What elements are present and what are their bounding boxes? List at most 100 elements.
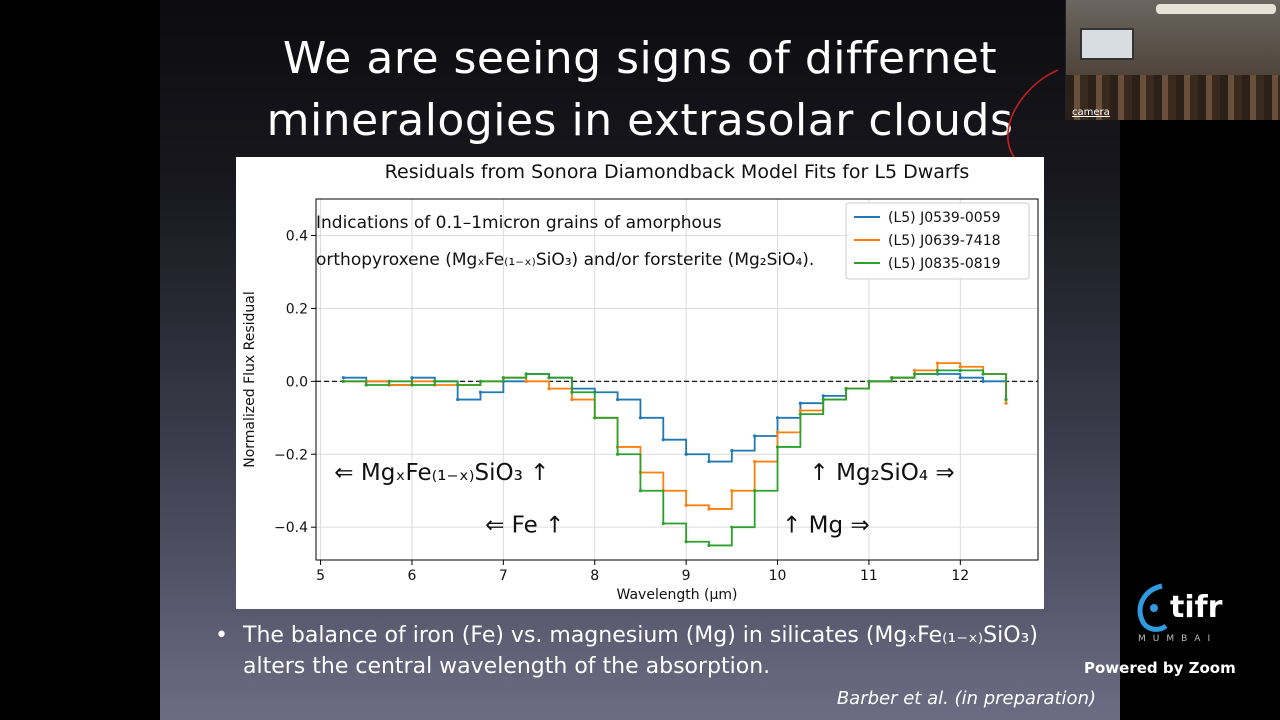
slide-title: We are seeing signs of differnet mineral… [160, 28, 1120, 152]
presentation-slide: We are seeing signs of differnet mineral… [160, 0, 1120, 720]
ceiling-light [1156, 4, 1276, 14]
series-3-point [935, 368, 940, 372]
x-tick-label: 10 [769, 568, 787, 584]
series-3-point [867, 379, 871, 383]
series-line-3 [343, 369, 1007, 547]
series-1-point [753, 434, 757, 438]
x-tick-label: 7 [499, 568, 508, 584]
series-3-point [524, 372, 528, 376]
series-3-point [753, 489, 757, 493]
x-tick-label: 11 [860, 568, 878, 584]
series-1-point [981, 379, 985, 383]
y-axis-label: Normalized Flux Residual [242, 291, 258, 468]
series-3-point [890, 376, 894, 380]
projector-screen [1080, 28, 1134, 60]
residuals-chart: Residuals from Sonora Diamondback Model … [236, 157, 1044, 609]
series-3-point [593, 416, 597, 420]
tifr-logo-subtext: MUMBAI [1138, 634, 1218, 644]
series-2-point [1004, 401, 1008, 405]
series-1-point [730, 449, 734, 453]
legend-label-2: (L5) J0639-7418 [888, 233, 1001, 249]
series-line-1 [343, 373, 1007, 463]
camera-video-panel[interactable]: camera [1065, 0, 1280, 120]
powered-by-zoom-label: Powered by Zoom [1084, 659, 1236, 677]
x-tick-label: 8 [590, 568, 599, 584]
chart-annotation: ↑ Mg₂SiO₄ ⇒ [810, 460, 955, 486]
series-line-2 [343, 362, 1007, 510]
series-3-point [341, 379, 346, 383]
slide-title-line1: We are seeing signs of differnet [282, 33, 998, 84]
chart-note-line2: orthopyroxene (MgₓFe₍₁₋ₓ₎SiO₃) and/or fo… [316, 250, 814, 270]
series-2-point [707, 507, 711, 511]
citation-text: Barber et al. (in preparation) [836, 688, 1096, 709]
series-2-point [753, 459, 757, 464]
tifr-logo-text: tifr [1170, 590, 1223, 625]
series-2-point [775, 430, 780, 434]
series-1-point [775, 416, 780, 420]
series-1-point [478, 390, 483, 394]
x-axis-label: Wavelength (μm) [617, 587, 738, 603]
series-3-point [958, 368, 962, 372]
chart-title: Residuals from Sonora Diamondback Model … [385, 161, 970, 183]
y-tick-label: 0.2 [286, 301, 308, 317]
series-3-point [387, 379, 391, 383]
chart-annotation: ⇐ Fe ↑ [485, 513, 564, 539]
series-1-point [410, 376, 414, 380]
y-tick-label: −0.4 [274, 520, 308, 536]
series-3-point [844, 387, 848, 391]
series-2-point [730, 489, 734, 493]
series-3-point [661, 521, 665, 526]
legend-label-1: (L5) J0539-0059 [888, 210, 1001, 226]
series-1-point [798, 401, 802, 405]
chart-note-line1: Indications of 0.1–1micron grains of amo… [316, 213, 722, 233]
camera-label: camera [1072, 107, 1110, 118]
y-tick-label: −0.2 [274, 447, 308, 463]
x-tick-label: 9 [682, 568, 691, 584]
series-2-point [798, 408, 802, 413]
series-3-point [707, 543, 711, 548]
series-1-point [821, 394, 825, 398]
x-tick-label: 6 [408, 568, 417, 584]
series-2-point [524, 379, 528, 383]
chart-annotation: ↑ Mg ⇒ [782, 513, 870, 539]
series-3-point [775, 445, 780, 449]
series-3-point [730, 525, 734, 529]
series-3-point [684, 540, 688, 544]
series-3-point [615, 452, 620, 456]
series-1-point [615, 397, 620, 402]
series-3-point [638, 489, 643, 493]
series-3-point [913, 372, 917, 376]
series-2-point [935, 361, 940, 365]
series-3-point [478, 379, 483, 383]
bullet-text: The balance of iron (Fe) vs. magnesium (… [243, 623, 1038, 679]
plot-frame [315, 198, 1039, 561]
series-3-point [456, 383, 460, 387]
x-tick-label: 12 [951, 568, 969, 584]
y-tick-label: 0.4 [286, 228, 308, 244]
y-tick-label: 0.0 [286, 374, 308, 390]
series-3-point [981, 372, 985, 376]
chart-canvas: Residuals from Sonora Diamondback Model … [242, 161, 1039, 603]
bullet-marker: • [215, 623, 228, 648]
series-2-point [684, 503, 688, 507]
series-1-point [958, 376, 962, 380]
series-1-point [456, 397, 460, 402]
x-tick-label: 5 [316, 568, 325, 584]
tifr-logo: tifr MUMBAI [1132, 578, 1242, 648]
series-1-point [707, 459, 711, 464]
series-3-point [410, 383, 414, 387]
series-3-point [547, 376, 551, 380]
series-3-point [364, 383, 368, 387]
series-2-point [913, 368, 917, 372]
series-1-point [638, 416, 643, 420]
series-3-point [570, 390, 574, 394]
chart-annotation: ⇐ MgₓFe₍₁₋ₓ₎SiO₃ ↑ [334, 460, 549, 486]
series-2-point [570, 397, 574, 402]
series-3-point [821, 397, 825, 402]
series-2-point [547, 387, 551, 391]
series-3-point [433, 379, 437, 383]
tifr-swirl-icon [1137, 583, 1168, 632]
series-3-point [1004, 397, 1008, 402]
legend-box [845, 202, 1030, 280]
slide-title-line2: mineralogies in extrasolar clouds [266, 95, 1014, 146]
